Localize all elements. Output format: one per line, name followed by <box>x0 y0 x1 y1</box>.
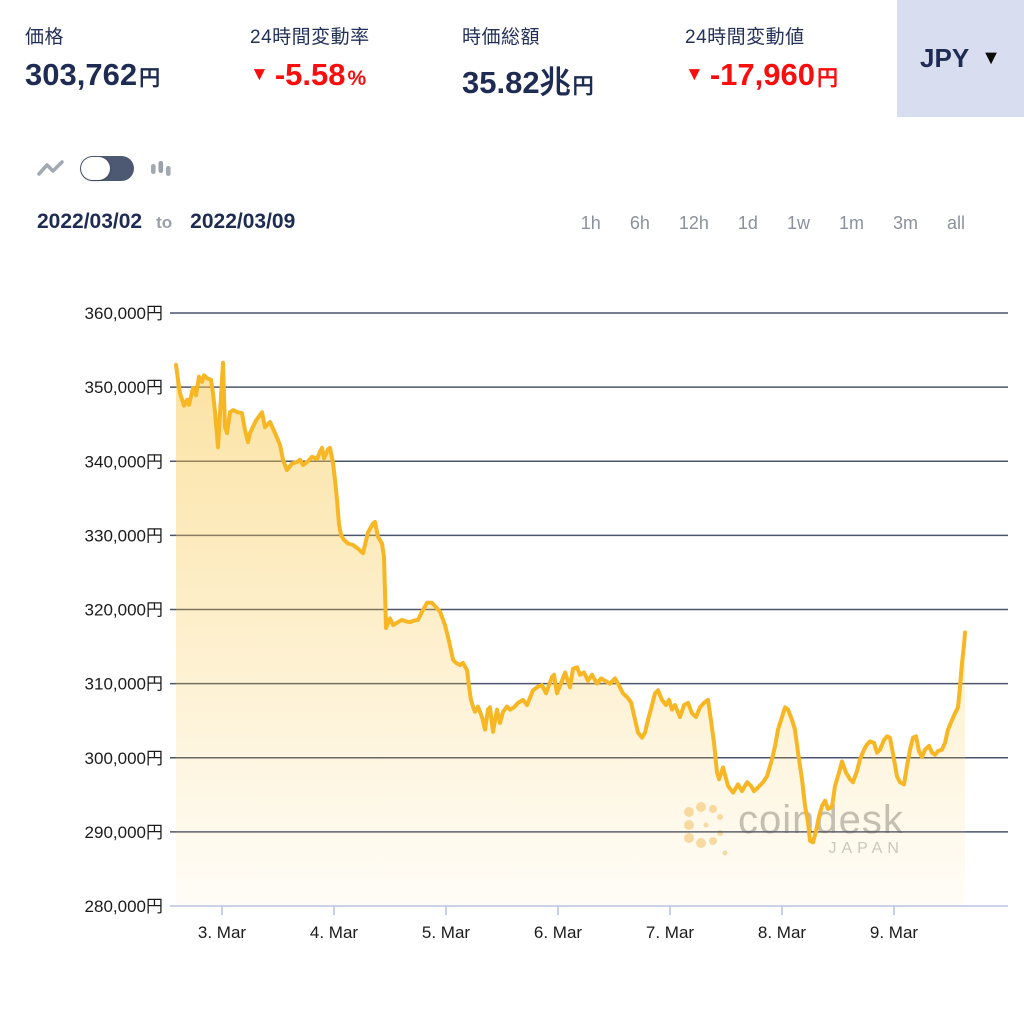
range-button-1m[interactable]: 1m <box>838 213 864 233</box>
stat-price-value: 303,762 円 <box>25 57 160 93</box>
svg-text:5. Mar: 5. Mar <box>422 923 471 942</box>
chart-type-controls <box>37 156 172 181</box>
svg-text:9. Mar: 9. Mar <box>870 923 919 942</box>
stat-24h-change-rate: 24時間変動率 ▼ -5.58% <box>250 22 370 93</box>
stat-market-cap-label: 時価総額 <box>462 27 541 48</box>
end-date-field[interactable]: 2022/03/09 <box>190 210 296 233</box>
stat-price: 価格 303,762 円 <box>25 22 160 93</box>
stat-24h-change-value: 24時間変動値 ▼ -17,960 円 <box>685 22 838 93</box>
svg-text:330,000円: 330,000円 <box>85 526 163 545</box>
market-cap-unit: 円 <box>572 75 594 98</box>
svg-text:300,000円: 300,000円 <box>85 749 163 768</box>
svg-text:290,000円: 290,000円 <box>85 823 163 842</box>
svg-text:320,000円: 320,000円 <box>85 601 163 620</box>
range-button-1w[interactable]: 1w <box>786 213 810 233</box>
currency-selector-label: JPY <box>920 43 970 73</box>
range-button-1d[interactable]: 1d <box>737 213 758 233</box>
chevron-down-icon: ▼ <box>981 47 1001 69</box>
price-number: 303,762 <box>25 57 138 92</box>
svg-text:280,000円: 280,000円 <box>85 897 163 916</box>
range-button-1h[interactable]: 1h <box>580 213 601 233</box>
chart-type-toggle[interactable] <box>80 156 134 181</box>
svg-text:3. Mar: 3. Mar <box>198 923 247 942</box>
stat-24h-change-value-value: ▼ -17,960 円 <box>685 57 838 93</box>
market-cap-number: 35.82兆 <box>462 65 571 100</box>
range-button-6h[interactable]: 6h <box>629 213 650 233</box>
stat-market-cap-value: 35.82兆円 <box>462 57 594 102</box>
range-button-12h[interactable]: 12h <box>678 213 709 233</box>
currency-selector[interactable]: JPY ▼ <box>897 0 1024 117</box>
svg-text:4. Mar: 4. Mar <box>310 923 359 942</box>
change-rate-number: -5.58 <box>274 57 346 92</box>
range-button-all[interactable]: all <box>946 213 965 233</box>
change-value-number: -17,960 <box>709 57 815 92</box>
stat-price-label: 価格 <box>25 27 65 48</box>
price-unit: 円 <box>139 67 161 90</box>
stat-market-cap: 時価総額 35.82兆円 <box>462 22 594 102</box>
stat-24h-change-rate-label: 24時間変動率 <box>250 27 370 48</box>
date-range: 2022/03/02 to 2022/03/09 <box>37 210 295 234</box>
toggle-knob <box>81 157 110 180</box>
range-button-3m[interactable]: 3m <box>892 213 918 233</box>
svg-text:350,000円: 350,000円 <box>85 378 163 397</box>
svg-text:360,000円: 360,000円 <box>85 304 163 323</box>
date-range-separator: to <box>156 213 173 232</box>
svg-text:8. Mar: 8. Mar <box>758 923 807 942</box>
line-chart-icon[interactable] <box>37 159 64 178</box>
stat-24h-change-value-label: 24時間変動値 <box>685 27 805 48</box>
change-rate-unit: % <box>347 67 367 90</box>
stat-24h-change-rate-value: ▼ -5.58% <box>250 57 370 93</box>
svg-text:340,000円: 340,000円 <box>85 452 163 471</box>
svg-text:310,000円: 310,000円 <box>85 675 163 694</box>
change-value-unit: 円 <box>816 67 838 90</box>
svg-text:6. Mar: 6. Mar <box>534 923 583 942</box>
start-date-field[interactable]: 2022/03/02 <box>37 210 143 233</box>
range-buttons: 1h 6h 12h 1d 1w 1m 3m all <box>581 213 965 234</box>
down-triangle-icon: ▼ <box>250 64 269 85</box>
svg-text:7. Mar: 7. Mar <box>646 923 695 942</box>
candlestick-chart-icon[interactable] <box>150 158 172 180</box>
down-triangle-icon: ▼ <box>685 64 704 85</box>
